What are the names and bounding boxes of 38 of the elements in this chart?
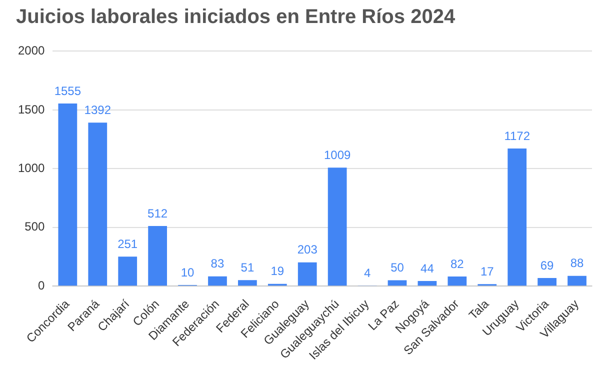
bar xyxy=(238,280,257,286)
bar xyxy=(508,148,527,286)
data-label: 51 xyxy=(240,260,254,274)
data-label: 203 xyxy=(297,242,318,257)
data-label: 251 xyxy=(118,236,138,251)
data-label: 69 xyxy=(540,258,554,272)
bar xyxy=(388,280,407,286)
bar xyxy=(328,168,347,286)
data-label: 1555 xyxy=(54,84,82,98)
data-label: 512 xyxy=(148,206,168,220)
y-tick-label: 1500 xyxy=(18,102,46,116)
data-label: 17 xyxy=(480,264,494,278)
bar xyxy=(568,276,586,286)
bar xyxy=(538,278,556,286)
chart-title: Juicios laborales iniciados en Entre Ríos 2024 xyxy=(16,6,456,29)
bar xyxy=(298,262,317,286)
data-label: 44 xyxy=(420,261,434,276)
bar xyxy=(118,256,138,286)
bar xyxy=(208,276,227,286)
data-label: 82 xyxy=(450,256,464,271)
data-label: 1009 xyxy=(324,148,351,162)
data-label: 1392 xyxy=(84,102,112,117)
data-label: 83 xyxy=(210,256,224,271)
data-label: 19 xyxy=(270,264,284,278)
bar xyxy=(418,280,437,286)
bar xyxy=(58,103,78,286)
y-tick-label: 2000 xyxy=(18,44,46,58)
y-tick-label: 1000 xyxy=(18,160,46,175)
bar xyxy=(448,276,467,286)
data-label: 88 xyxy=(570,256,584,270)
data-label: 10 xyxy=(180,265,195,280)
data-label: 4 xyxy=(364,266,371,280)
bar xyxy=(88,122,108,286)
y-tick-label: 500 xyxy=(24,220,46,234)
y-tick-label: 0 xyxy=(38,278,46,292)
data-label: 1172 xyxy=(504,128,530,143)
data-label: 50 xyxy=(390,260,404,275)
bar xyxy=(148,226,167,286)
